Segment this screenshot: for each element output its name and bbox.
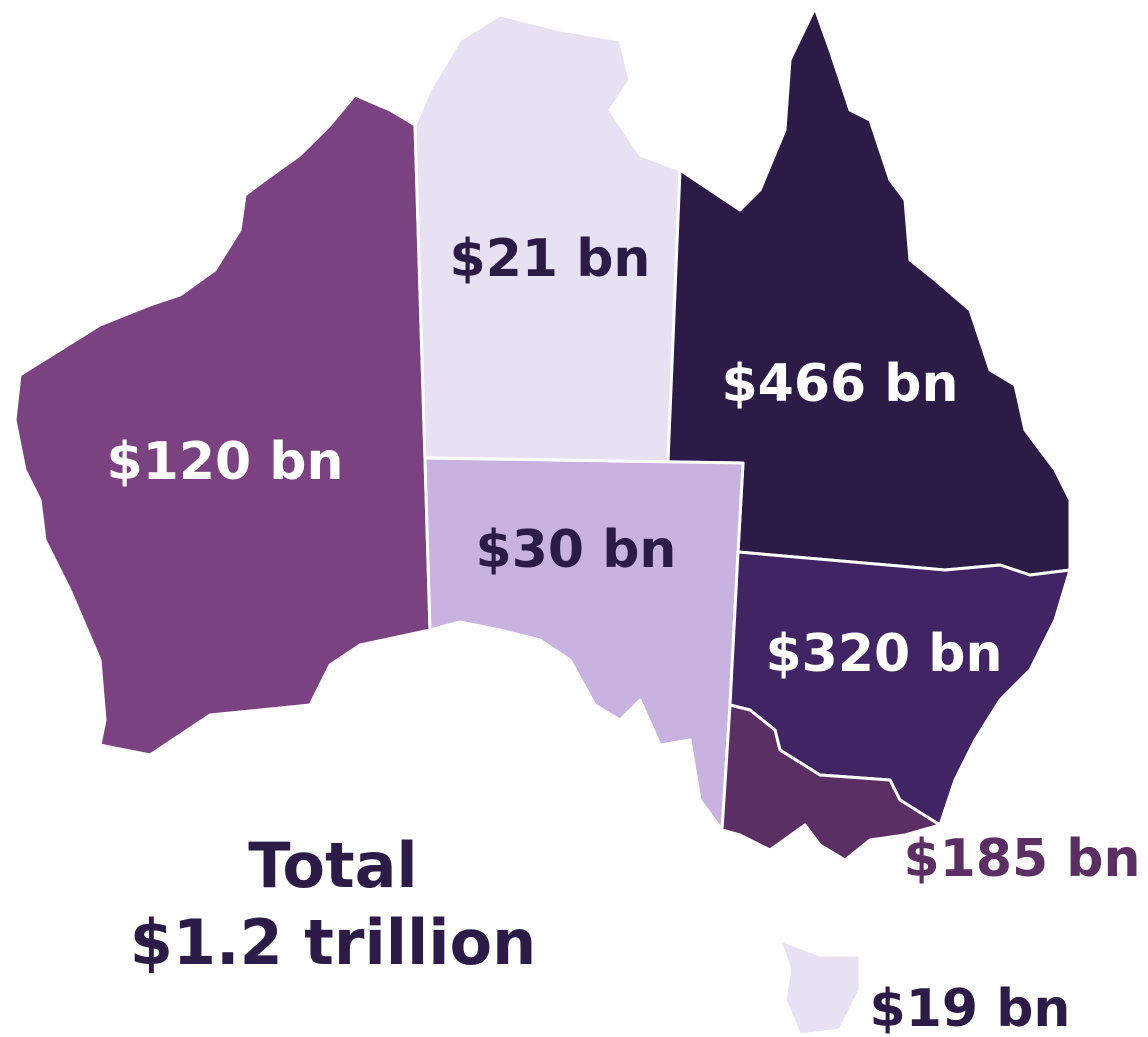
total-line1: Total [248,829,417,902]
region-label: $21 bn [450,229,651,289]
region [778,938,862,1037]
region-label: $30 bn [476,520,677,580]
region-label: $185 bn [903,829,1140,889]
total-line2: $1.2 trillion [130,906,537,979]
region [720,703,942,862]
region-label: $320 bn [765,624,1002,684]
regions [13,6,1072,1037]
region-label: $120 bn [106,432,343,492]
region-label: $19 bn [870,979,1071,1037]
region [423,456,745,832]
region [13,93,432,757]
region-label: $466 bn [721,354,958,414]
labels: $120 bn $21 bn $466 bn $30 bn $320 bn $185 bn… [106,229,1140,1037]
